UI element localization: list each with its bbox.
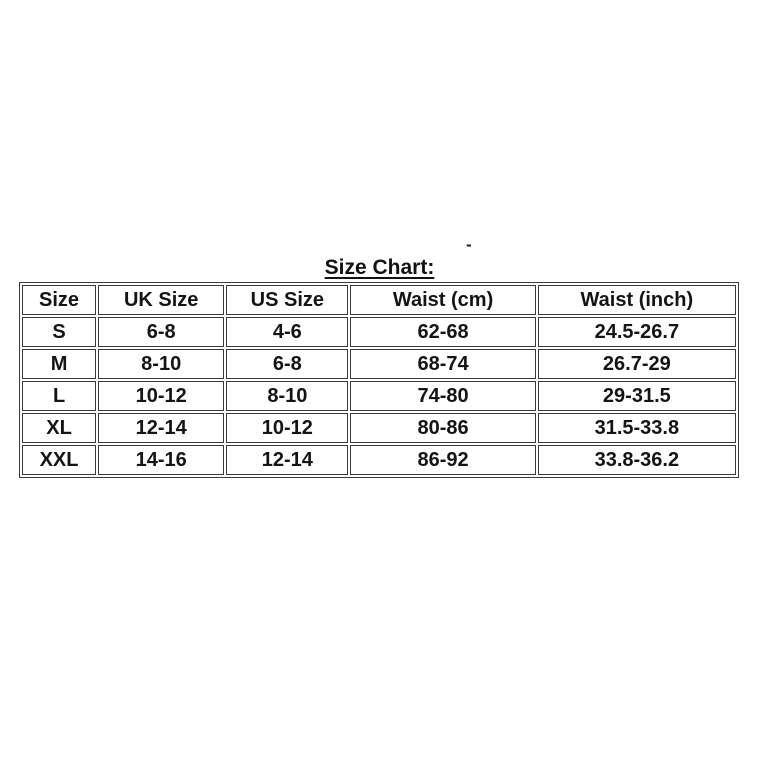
cell-waist-inch: 31.5-33.8	[537, 413, 736, 443]
cell-uk-size: 14-16	[98, 445, 225, 475]
stray-dash-mark: -	[466, 235, 472, 254]
header-cell-waist-inch: Waist (inch)	[537, 285, 736, 315]
cell-waist-inch: 29-31.5	[537, 381, 736, 411]
size-chart-table: Size UK Size US Size Waist (cm) Waist (i…	[19, 282, 739, 478]
cell-us-size: 10-12	[226, 413, 349, 443]
cell-size: XXL	[22, 445, 97, 475]
table-row-xl: XL 12-14 10-12 80-86 31.5-33.8	[22, 413, 736, 443]
cell-uk-size: 10-12	[98, 381, 225, 411]
cell-size: L	[22, 381, 97, 411]
cell-waist-cm: 80-86	[350, 413, 536, 443]
cell-waist-inch: 33.8-36.2	[537, 445, 736, 475]
header-cell-us-size: US Size	[226, 285, 349, 315]
cell-us-size: 4-6	[226, 317, 349, 347]
cell-waist-inch: 24.5-26.7	[537, 317, 736, 347]
table-row-l: L 10-12 8-10 74-80 29-31.5	[22, 381, 736, 411]
cell-us-size: 12-14	[226, 445, 349, 475]
cell-waist-cm: 68-74	[350, 349, 536, 379]
cell-size: S	[22, 317, 97, 347]
cell-waist-cm: 62-68	[350, 317, 536, 347]
header-cell-waist-cm: Waist (cm)	[350, 285, 536, 315]
cell-us-size: 8-10	[226, 381, 349, 411]
table-row-s: S 6-8 4-6 62-68 24.5-26.7	[22, 317, 736, 347]
page-title: Size Chart:	[324, 256, 435, 279]
cell-size: XL	[22, 413, 97, 443]
cell-waist-cm: 86-92	[350, 445, 536, 475]
cell-waist-cm: 74-80	[350, 381, 536, 411]
table-row-m: M 8-10 6-8 68-74 26.7-29	[22, 349, 736, 379]
table-row-xxl: XXL 14-16 12-14 86-92 33.8-36.2	[22, 445, 736, 475]
cell-waist-inch: 26.7-29	[537, 349, 736, 379]
cell-uk-size: 8-10	[98, 349, 225, 379]
cell-us-size: 6-8	[226, 349, 349, 379]
header-cell-uk-size: UK Size	[98, 285, 225, 315]
cell-uk-size: 12-14	[98, 413, 225, 443]
cell-uk-size: 6-8	[98, 317, 225, 347]
header-cell-size: Size	[22, 285, 97, 315]
header-row: Size UK Size US Size Waist (cm) Waist (i…	[22, 285, 736, 315]
cell-size: M	[22, 349, 97, 379]
